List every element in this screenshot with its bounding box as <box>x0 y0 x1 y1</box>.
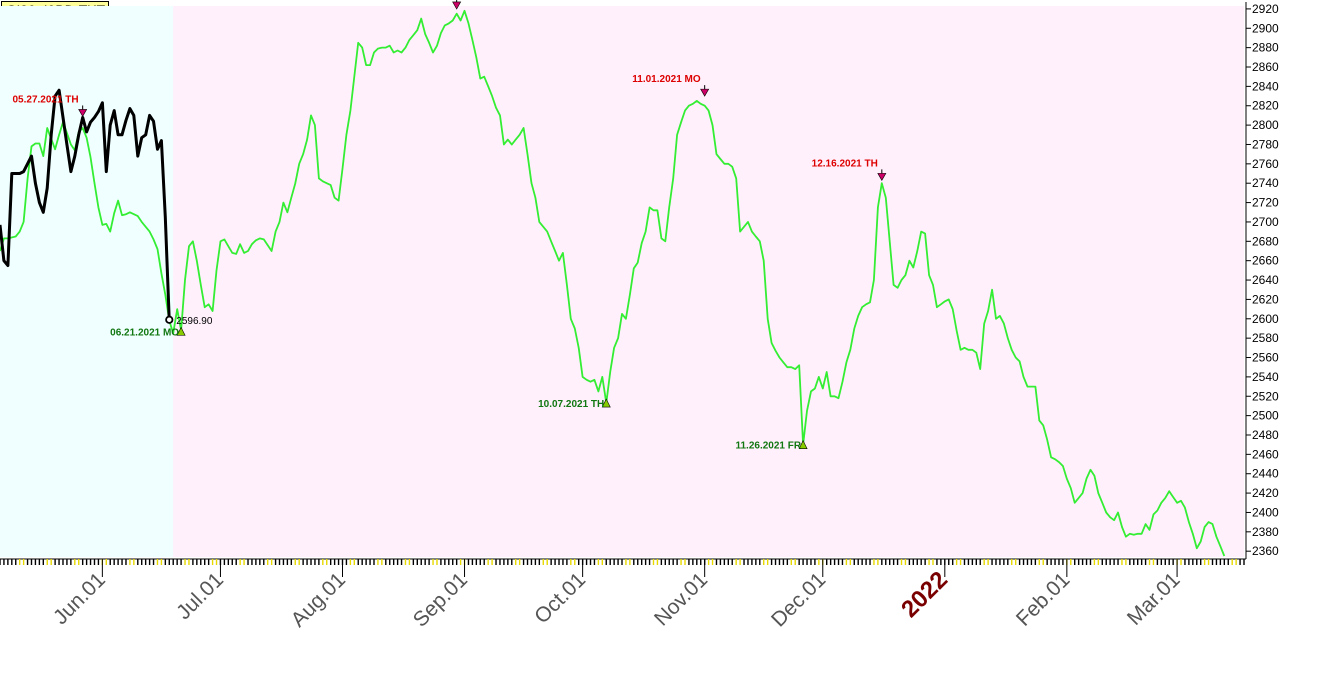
y-tick-label: 2540 <box>1252 370 1279 384</box>
background-shading <box>0 6 1244 557</box>
low-marker-arrow <box>176 326 186 336</box>
high-marker-arrow <box>700 88 710 97</box>
y-tick-label: 2660 <box>1252 254 1279 268</box>
low-turning-point-label: 06.21.2021 MO <box>110 327 179 338</box>
last-price-label: 2596.90 <box>176 316 213 327</box>
y-tick-label: 2700 <box>1252 215 1279 229</box>
x-month-label: Oct.01 <box>530 568 590 628</box>
forecast-region-shading <box>173 6 1244 557</box>
y-tick-label: 2780 <box>1252 137 1279 151</box>
low-marker-arrow <box>798 439 808 449</box>
y-tick-label: 2920 <box>1252 2 1279 16</box>
y-tick-label: 2520 <box>1252 389 1279 403</box>
series-lines <box>0 9 1226 557</box>
y-tick-label: 2820 <box>1252 99 1279 113</box>
y-tick-label: 2840 <box>1252 79 1279 93</box>
y-tick-label: 2760 <box>1252 157 1279 171</box>
forecast-series-line <box>0 9 1226 557</box>
high-marker-arrow <box>78 109 88 118</box>
x-month-label: Jun.01 <box>49 568 110 629</box>
low-turning-point-label: 10.07.2021 TH <box>538 399 604 410</box>
y-tick-label: 2720 <box>1252 196 1279 210</box>
x-month-label: Jul.01 <box>172 568 228 624</box>
y-tick-label: 2860 <box>1252 60 1279 74</box>
y-tick-label: 2740 <box>1252 176 1279 190</box>
price-series-line <box>0 88 171 322</box>
y-tick-label: 2580 <box>1252 331 1279 345</box>
x-month-label: Sep.01 <box>409 568 472 631</box>
y-tick-label: 2500 <box>1252 409 1279 423</box>
high-turning-point-label: 05.27.2021 TH <box>12 94 78 105</box>
y-tick-label: 2900 <box>1252 21 1279 35</box>
x-month-label: Nov.01 <box>650 568 712 630</box>
x-month-label: Aug.01 <box>287 568 350 631</box>
y-tick-label: 2600 <box>1252 312 1279 326</box>
y-tick-label: 2360 <box>1252 544 1279 558</box>
low-marker-arrow <box>601 398 611 408</box>
high-turning-point-label: 12.16.2021 TH <box>812 158 878 169</box>
y-tick-label: 2460 <box>1252 447 1279 461</box>
x-month-label: Mar.01 <box>1123 568 1185 630</box>
history-region-shading <box>0 6 174 557</box>
y-tick-label: 2640 <box>1252 273 1279 287</box>
y-tick-label: 2400 <box>1252 505 1279 519</box>
x-month-label: Dec.01 <box>767 568 830 631</box>
y-tick-label: 2420 <box>1252 486 1279 500</box>
y-tick-label: 2440 <box>1252 467 1279 481</box>
y-tick-label: 2480 <box>1252 428 1279 442</box>
y-tick-label: 2680 <box>1252 234 1279 248</box>
x-month-label: Feb.01 <box>1012 568 1075 631</box>
high-turning-point-label: 11.01.2021 MO <box>632 74 701 85</box>
y-tick-label: 2380 <box>1252 525 1279 539</box>
y-tick-label: 2620 <box>1252 292 1279 306</box>
low-turning-point-label: 11.26.2021 FR <box>735 441 801 452</box>
high-marker-arrow <box>452 1 462 10</box>
y-tick-label: 2800 <box>1252 118 1279 132</box>
y-tick-label: 2560 <box>1252 351 1279 365</box>
axes <box>0 2 1251 577</box>
last-price-dot <box>165 315 174 324</box>
turning-point-markers <box>78 0 887 449</box>
y-tick-label: 2880 <box>1252 41 1279 55</box>
high-marker-arrow <box>877 173 887 181</box>
